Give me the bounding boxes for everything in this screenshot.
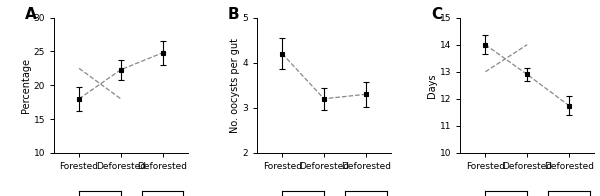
Text: C: C — [431, 7, 442, 22]
Y-axis label: Days: Days — [427, 73, 437, 97]
Y-axis label: Percentage: Percentage — [20, 58, 31, 113]
Text: B: B — [228, 7, 239, 22]
Text: A: A — [25, 7, 37, 22]
Y-axis label: No. oocysts per gut: No. oocysts per gut — [230, 38, 239, 133]
